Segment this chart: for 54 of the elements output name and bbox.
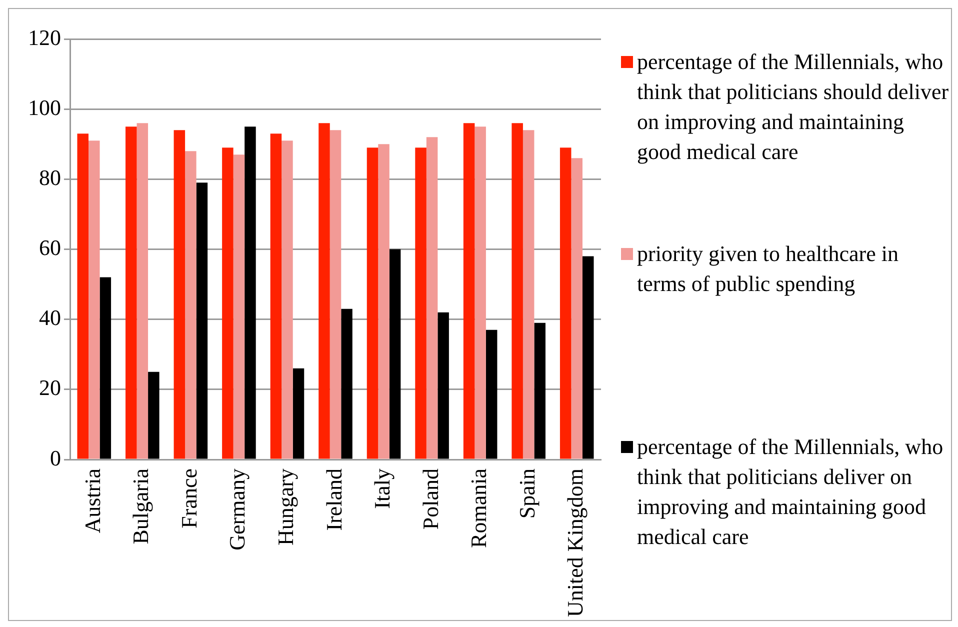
x-tick-label: Germany xyxy=(224,468,250,550)
bar xyxy=(88,140,100,459)
bar xyxy=(292,368,304,459)
bar xyxy=(522,130,534,459)
bar xyxy=(222,148,234,459)
bar xyxy=(148,372,160,459)
bar xyxy=(126,126,137,459)
bar xyxy=(463,123,475,459)
x-tick-label: Ireland xyxy=(321,468,346,531)
x-tick-label: Romania xyxy=(466,468,492,548)
bar xyxy=(571,158,582,459)
bar xyxy=(415,148,426,459)
x-tick-label: Spain xyxy=(514,468,540,519)
bar xyxy=(378,144,390,459)
bar xyxy=(341,308,352,459)
bar xyxy=(474,126,486,459)
bar xyxy=(270,134,282,459)
y-tick-label: 0 xyxy=(50,445,61,470)
bar xyxy=(389,249,401,459)
bar xyxy=(185,151,196,459)
bar xyxy=(100,277,112,459)
y-tick-label: 40 xyxy=(39,305,61,330)
legend-label: priority given to healthcare in terms of public spending xyxy=(637,240,900,298)
legend-label: percentage of the Millennials, who think that politicians deliver on improving and maintaining good medical care xyxy=(637,433,944,551)
bar xyxy=(282,140,293,459)
bar xyxy=(534,322,546,459)
y-tick-label: 80 xyxy=(39,164,61,190)
x-tick-label: Bulgaria xyxy=(128,468,154,544)
bar xyxy=(512,123,523,459)
x-tick-label: Italy xyxy=(370,468,395,509)
bar xyxy=(244,126,256,459)
x-tick-label: Poland xyxy=(418,468,443,530)
y-tick-label: 20 xyxy=(39,375,61,400)
y-tick-label: 100 xyxy=(28,94,61,120)
y-tick-label: 60 xyxy=(39,235,61,260)
bar xyxy=(233,154,245,459)
bar xyxy=(174,130,186,459)
bar xyxy=(486,330,498,459)
bar xyxy=(438,312,449,459)
bar xyxy=(426,137,438,459)
bar xyxy=(366,148,378,459)
y-tick-label: 120 xyxy=(28,24,61,50)
bar xyxy=(560,148,572,459)
x-tick-label: United Kingdom xyxy=(562,468,588,618)
bar xyxy=(330,130,342,459)
bar xyxy=(196,182,208,459)
bar xyxy=(318,123,330,459)
x-tick-label: Hungary xyxy=(273,468,298,546)
x-tick-label: Austria xyxy=(80,468,105,534)
bar xyxy=(77,134,89,459)
legend-label: percentage of the Millennials, who think that politicians should deliver on improving and maintaining good medical care xyxy=(637,48,950,166)
x-tick-label: France xyxy=(176,468,202,528)
bar xyxy=(582,256,594,459)
bar xyxy=(136,123,148,459)
